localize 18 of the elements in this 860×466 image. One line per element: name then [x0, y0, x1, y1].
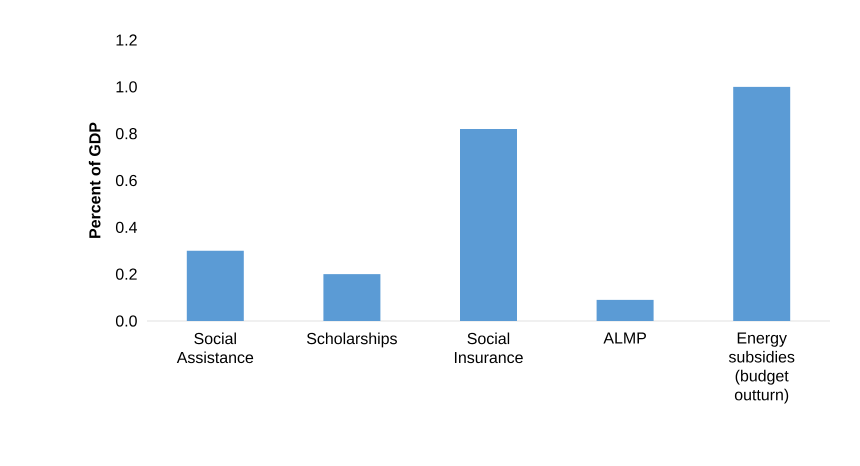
bar [186, 250, 244, 321]
y-tick-label: 1.2 [116, 34, 137, 46]
y-tick-label: 0.0 [116, 315, 137, 327]
bar [596, 300, 654, 321]
x-tick-label: Social Insurance [454, 332, 523, 364]
bar [733, 86, 790, 321]
bar [323, 274, 380, 321]
y-tick-label: 0.4 [116, 222, 138, 233]
y-tick-label: 0.8 [116, 128, 137, 140]
bar [460, 128, 518, 321]
x-tick-label: ALMP [603, 332, 646, 344]
x-tick-label: Scholarships [306, 332, 397, 348]
y-tick-label: 1.0 [116, 81, 137, 92]
x-tick-label: Energy subsidies (budget outturn) [728, 332, 794, 404]
y-tick-label: 0.2 [116, 268, 137, 280]
x-tick-label: Social Assistance [176, 332, 254, 364]
y-tick-label: 0.6 [116, 174, 137, 186]
y-axis-title: Percent of GDP [88, 122, 101, 238]
